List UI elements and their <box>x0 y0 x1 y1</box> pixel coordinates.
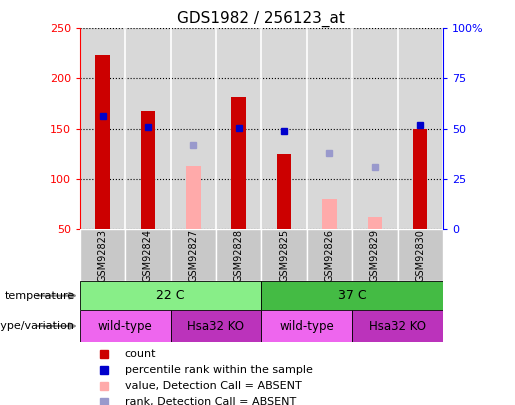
Bar <box>261 229 307 281</box>
Text: Hsa32 KO: Hsa32 KO <box>187 320 245 333</box>
Text: percentile rank within the sample: percentile rank within the sample <box>125 365 313 375</box>
Text: wild-type: wild-type <box>279 320 334 333</box>
Text: GSM92825: GSM92825 <box>279 228 289 282</box>
Text: GSM92826: GSM92826 <box>324 229 334 281</box>
Bar <box>170 310 261 342</box>
Bar <box>141 111 155 229</box>
Text: GSM92824: GSM92824 <box>143 229 153 281</box>
Bar <box>368 217 382 229</box>
Bar <box>352 310 443 342</box>
Bar <box>352 229 398 281</box>
Text: GSM92823: GSM92823 <box>97 229 108 281</box>
Bar <box>186 166 200 229</box>
Bar <box>80 229 125 281</box>
Text: 22 C: 22 C <box>157 289 185 302</box>
Text: temperature: temperature <box>5 291 75 301</box>
Bar <box>413 129 427 229</box>
Text: GSM92827: GSM92827 <box>188 228 198 282</box>
Bar <box>307 229 352 281</box>
Bar <box>398 229 443 281</box>
Text: 37 C: 37 C <box>338 289 367 302</box>
Text: rank, Detection Call = ABSENT: rank, Detection Call = ABSENT <box>125 397 296 405</box>
Text: count: count <box>125 349 156 358</box>
Text: GSM92830: GSM92830 <box>415 229 425 281</box>
Text: wild-type: wild-type <box>98 320 152 333</box>
Bar <box>170 229 216 281</box>
Text: genotype/variation: genotype/variation <box>0 321 75 331</box>
Bar <box>261 281 443 310</box>
Title: GDS1982 / 256123_at: GDS1982 / 256123_at <box>178 11 345 27</box>
Bar <box>261 310 352 342</box>
Text: value, Detection Call = ABSENT: value, Detection Call = ABSENT <box>125 381 301 391</box>
Bar <box>216 229 261 281</box>
Bar <box>80 310 170 342</box>
Bar <box>125 229 170 281</box>
Text: GSM92828: GSM92828 <box>234 229 244 281</box>
Bar <box>277 153 291 229</box>
Bar <box>231 96 246 229</box>
Bar <box>95 55 110 229</box>
Text: GSM92829: GSM92829 <box>370 229 380 281</box>
Text: Hsa32 KO: Hsa32 KO <box>369 320 426 333</box>
Bar <box>322 199 337 229</box>
Bar <box>80 281 261 310</box>
